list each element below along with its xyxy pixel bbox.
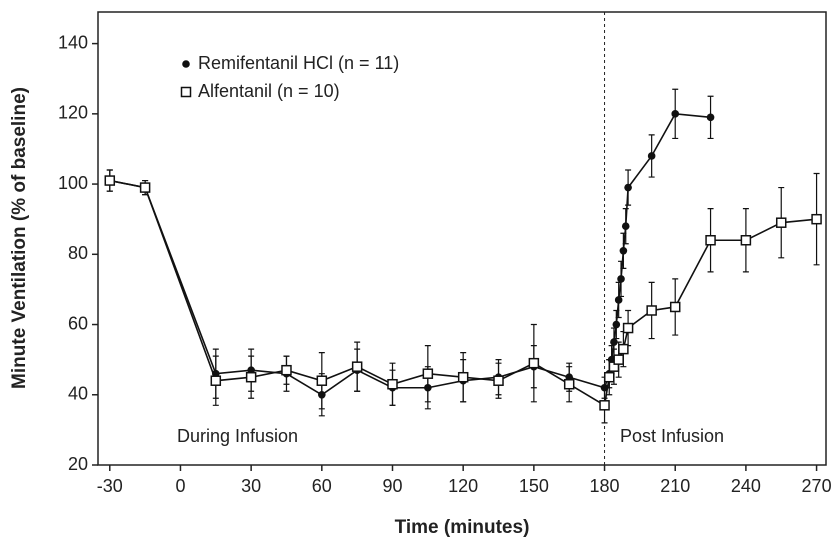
plot-frame [97,11,827,466]
x-tick-label: 30 [241,476,261,496]
data-point [387,378,398,390]
x-tick-label: 270 [802,476,832,496]
data-point [617,275,625,283]
data-point [619,246,628,255]
legend-marker [180,86,192,98]
y-tick-label: 140 [58,32,88,52]
data-point [457,371,469,383]
data-point [603,371,615,383]
legend-marker [182,60,190,68]
data-point [618,343,629,355]
data-point [281,364,292,376]
data-point [210,375,222,386]
data-point [624,183,632,192]
data-point [104,175,116,186]
y-axis-label: Minute Ventilation (% of baseline) [9,87,30,389]
data-point [647,152,656,160]
data-point [563,378,575,390]
data-point [610,338,618,346]
data-point [775,217,787,228]
annotation: Post Infusion [620,426,724,446]
y-tick-label: 20 [68,454,88,474]
x-tick-label: 90 [382,476,402,496]
data-point [622,322,634,334]
x-tick-label: 240 [731,476,761,496]
x-tick-label: 120 [448,476,478,496]
x-tick-label: 0 [175,476,185,496]
y-tick-label: 40 [68,384,88,404]
data-point [705,235,716,246]
data-point [621,222,630,231]
y-tick-label: 80 [68,243,88,263]
x-tick-label: 150 [519,476,549,496]
data-point [706,113,715,122]
data-point [646,305,657,316]
x-tick-label: 180 [590,476,620,496]
legend-label: Alfentanil (n = 10) [198,81,340,101]
data-point [669,301,681,313]
data-point [422,368,434,379]
data-point [614,296,623,304]
data-point [245,371,257,383]
x-tick-label: 210 [660,476,690,496]
data-point [671,110,680,118]
data-point [351,361,363,372]
data-point [599,400,610,411]
data-point [811,213,822,225]
data-point [139,182,151,193]
x-tick-label: -30 [97,476,123,496]
data-point [613,354,624,365]
x-axis-label: Time (minutes) [395,517,530,538]
annotation: During Infusion [177,426,298,446]
data-point [612,320,621,329]
x-tick-label: 60 [312,476,332,496]
data-point [493,375,504,386]
data-point [316,375,328,386]
data-point [528,357,540,369]
y-tick-label: 60 [68,313,88,333]
y-tick-label: 100 [58,173,88,193]
y-tick-label: 120 [58,103,88,123]
legend-label: Remifentanil HCl (n = 11) [198,53,399,73]
data-point [740,235,752,246]
